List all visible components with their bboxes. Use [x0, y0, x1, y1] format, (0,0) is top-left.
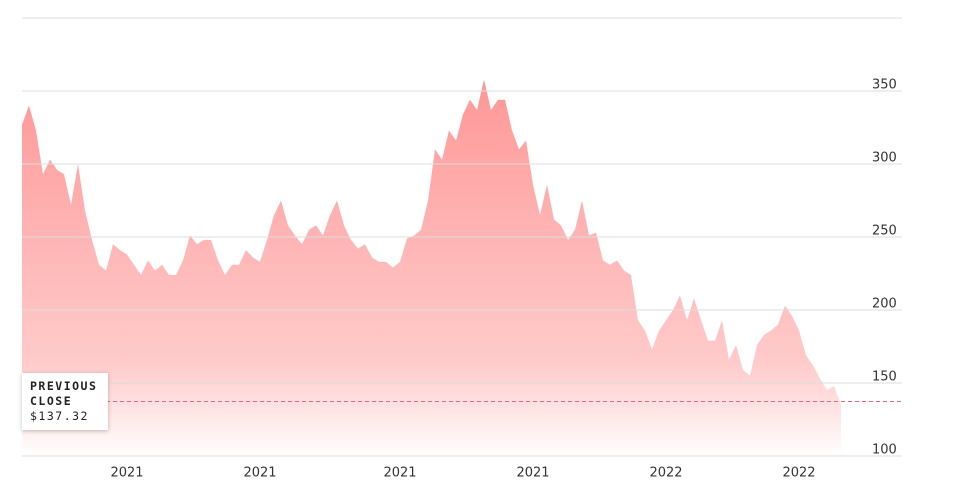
price-area [22, 79, 841, 456]
x-tick-label: 2021 [110, 466, 143, 481]
x-tick-label: 2021 [243, 466, 276, 481]
previous-close-label: PREVIOUS CLOSE [30, 379, 98, 408]
x-tick-label: 2021 [383, 466, 416, 481]
previous-close-box: PREVIOUS CLOSE $137.32 [22, 373, 108, 430]
x-tick-label: 2022 [782, 466, 815, 481]
y-tick-label: 100 [872, 443, 897, 458]
x-tick-label: 2022 [649, 466, 682, 481]
y-tick-label: 350 [872, 78, 897, 93]
x-tick-label: 2021 [516, 466, 549, 481]
y-tick-label: 250 [872, 224, 897, 239]
previous-close-value: $137.32 [30, 409, 89, 423]
y-tick-label: 200 [872, 297, 897, 312]
y-tick-label: 150 [872, 370, 897, 385]
y-tick-label: 300 [872, 151, 897, 166]
